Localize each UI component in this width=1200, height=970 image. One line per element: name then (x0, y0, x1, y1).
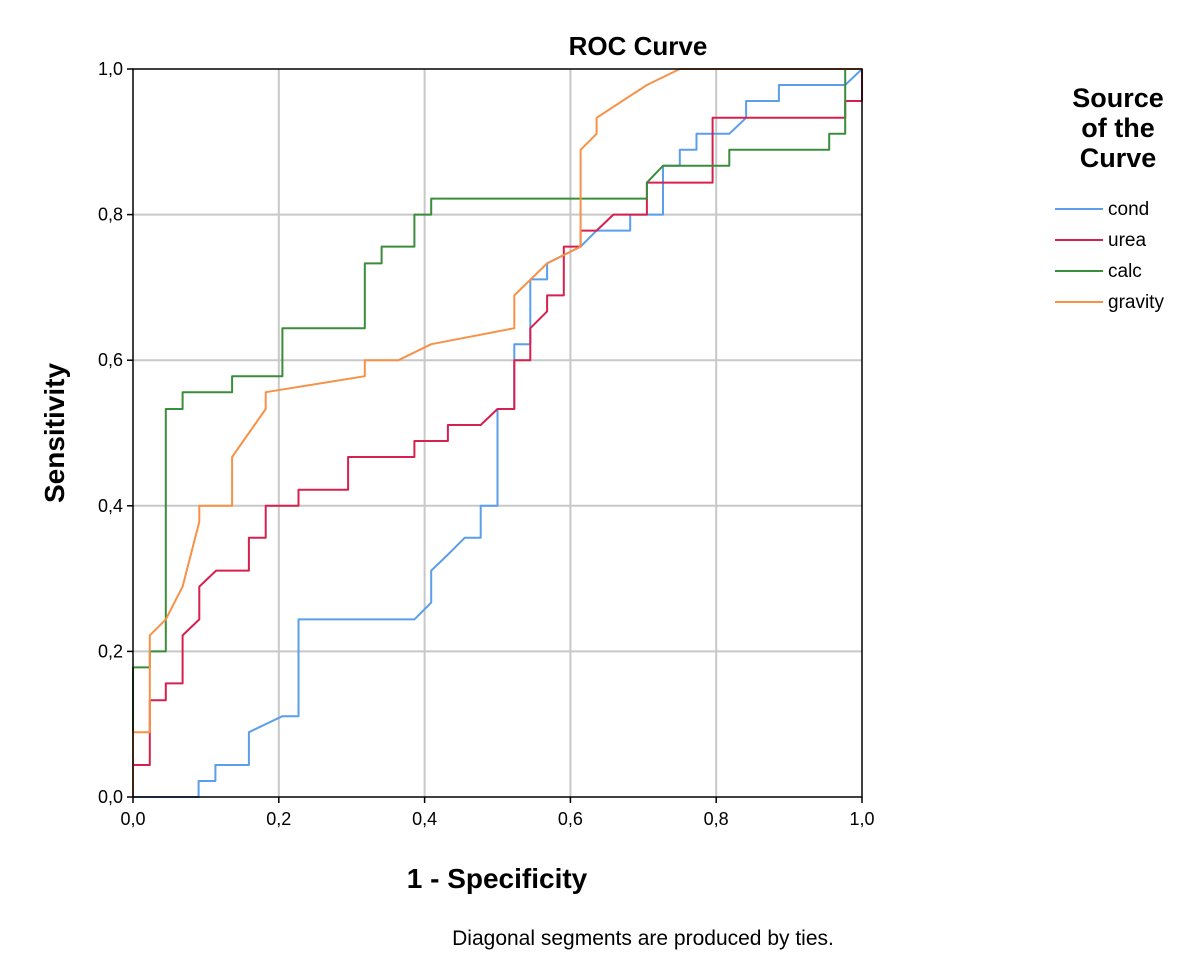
x-tick-label: 0,4 (412, 809, 437, 829)
legend-label-urea: urea (1108, 230, 1146, 251)
legend-label-cond: cond (1108, 199, 1149, 220)
series-line-urea (132, 69, 863, 797)
x-tick-label: 0,8 (704, 809, 729, 829)
y-tick-label: 0,8 (98, 205, 123, 225)
footnote: Diagonal segments are produced by ties. (452, 927, 834, 950)
chart-title: ROC Curve (569, 31, 708, 61)
legend-title-line: of the (1081, 113, 1155, 143)
y-tick-label: 0,2 (98, 641, 123, 661)
y-tick-label: 0,0 (98, 787, 123, 807)
legend-label-gravity: gravity (1108, 292, 1164, 313)
series-line-gravity (132, 68, 862, 797)
x-tick-label: 0,6 (558, 809, 583, 829)
x-tick-label: 0,0 (120, 809, 145, 829)
plot-frame (132, 68, 863, 798)
x-tick-label: 0,2 (266, 809, 291, 829)
legend-label-calc: calc (1108, 261, 1142, 282)
y-axis-label: Sensitivity (39, 363, 70, 503)
y-tick-label: 1,0 (98, 59, 123, 79)
y-tick-label: 0,6 (98, 350, 123, 370)
tick-labels: 0,0 0,2 0,4 0,6 0,8 1,0 0,0 0,2 0,4 0,6 0,8 1,0 (98, 59, 875, 829)
legend-title-line: Source (1072, 83, 1164, 113)
y-tick-label: 0,4 (98, 496, 123, 516)
x-axis-label: 1 - Specificity (407, 863, 588, 894)
series-lines (132, 68, 863, 798)
series-line-cond (133, 68, 863, 798)
legend-title-line: Curve (1080, 143, 1157, 173)
series-line-calc (132, 68, 862, 797)
x-tick-label: 1,0 (849, 809, 874, 829)
